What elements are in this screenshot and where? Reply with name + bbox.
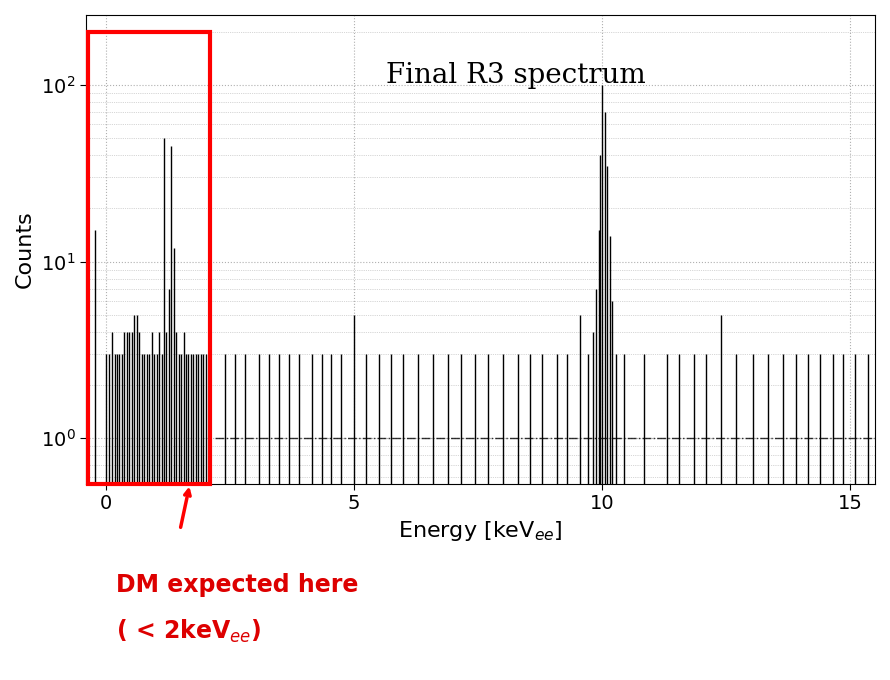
X-axis label: Energy [keV$_{ee}$]: Energy [keV$_{ee}$] (398, 519, 562, 543)
Text: DM expected here: DM expected here (116, 573, 358, 596)
Text: ( < 2keV$_{ee}$): ( < 2keV$_{ee}$) (116, 618, 262, 645)
Text: Final R3 spectrum: Final R3 spectrum (385, 62, 645, 89)
Y-axis label: Counts: Counts (15, 210, 35, 288)
Bar (88, 32, 210, 483)
